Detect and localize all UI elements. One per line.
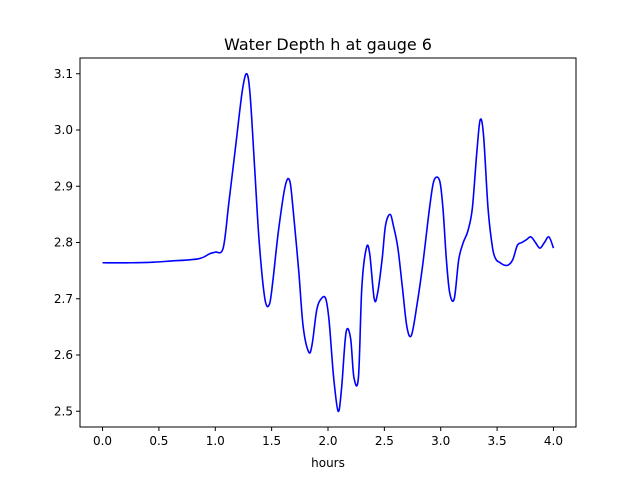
y-tick-label: 2.5 [54,404,73,418]
x-tick-label: 0.0 [93,434,112,448]
x-tick-label: 3.5 [488,434,507,448]
x-tick-label: 2.0 [318,434,337,448]
x-tick-label: 0.5 [149,434,168,448]
x-tick-label: 1.5 [262,434,281,448]
y-tick-label: 3.1 [54,67,73,81]
plot-series [102,72,555,413]
x-tick-label: 1.0 [206,434,225,448]
x-axis-label: hours [311,456,345,470]
series-line [102,72,555,413]
y-tick-label: 2.7 [54,292,73,306]
chart-title: Water Depth h at gauge 6 [224,35,432,54]
y-tick-label: 3.0 [54,123,73,137]
x-tick-label: 4.0 [544,434,563,448]
y-tick-label: 2.8 [54,236,73,250]
y-axis-ticks: 2.5 2.6 2.7 2.8 2.9 3.0 3.1 [54,67,80,418]
x-tick-label: 3.0 [431,434,450,448]
y-tick-label: 2.6 [54,348,73,362]
plot-frame [79,57,577,428]
y-tick-label: 2.9 [54,179,73,193]
x-axis-ticks: 0.0 0.5 1.0 1.5 2.0 2.5 3.0 3.5 4.0 [93,427,563,448]
x-tick-label: 2.5 [375,434,394,448]
